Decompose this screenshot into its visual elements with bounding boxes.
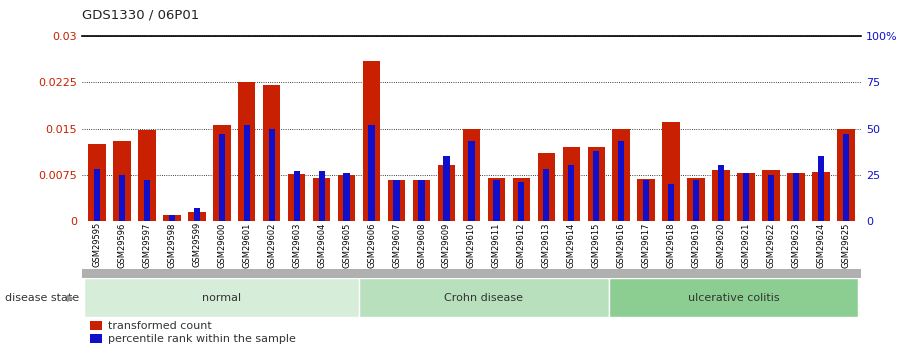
- Bar: [263, 86, 281, 221]
- Bar: [537, 153, 555, 221]
- Bar: [188, 212, 206, 221]
- Bar: [418, 180, 425, 221]
- Bar: [787, 173, 804, 221]
- Bar: [837, 128, 855, 221]
- Bar: [444, 156, 450, 221]
- Bar: [163, 215, 180, 221]
- Text: Crohn disease: Crohn disease: [445, 293, 524, 303]
- Bar: [343, 173, 350, 221]
- Bar: [413, 180, 430, 221]
- Bar: [85, 278, 359, 317]
- Bar: [194, 208, 200, 221]
- Bar: [319, 171, 325, 221]
- Bar: [768, 175, 774, 221]
- Bar: [243, 125, 250, 221]
- Bar: [793, 173, 799, 221]
- Bar: [818, 156, 824, 221]
- Bar: [668, 184, 674, 221]
- Bar: [88, 144, 106, 221]
- Bar: [438, 166, 456, 221]
- Bar: [118, 175, 125, 221]
- Bar: [388, 180, 405, 221]
- Bar: [813, 171, 830, 221]
- Bar: [493, 180, 499, 221]
- Bar: [563, 147, 580, 221]
- Bar: [363, 61, 380, 221]
- Bar: [643, 180, 650, 221]
- Text: percentile rank within the sample: percentile rank within the sample: [108, 334, 296, 344]
- Text: normal: normal: [202, 293, 241, 303]
- Bar: [737, 173, 755, 221]
- Bar: [543, 169, 549, 221]
- Bar: [513, 178, 530, 221]
- Bar: [368, 125, 374, 221]
- Bar: [113, 141, 130, 221]
- Bar: [338, 175, 355, 221]
- Bar: [518, 182, 525, 221]
- Bar: [90, 334, 102, 343]
- Bar: [238, 82, 255, 221]
- Bar: [359, 278, 609, 317]
- Bar: [712, 170, 730, 221]
- Bar: [843, 134, 849, 221]
- Bar: [169, 215, 175, 221]
- Bar: [662, 122, 680, 221]
- Bar: [693, 180, 700, 221]
- Bar: [609, 278, 858, 317]
- Text: GDS1330 / 06P01: GDS1330 / 06P01: [82, 9, 200, 22]
- Bar: [138, 130, 156, 221]
- Text: transformed count: transformed count: [108, 321, 212, 331]
- Bar: [487, 178, 505, 221]
- Bar: [638, 179, 655, 221]
- Bar: [293, 171, 300, 221]
- Bar: [144, 180, 150, 221]
- Bar: [468, 141, 475, 221]
- Bar: [269, 128, 275, 221]
- Bar: [213, 126, 230, 221]
- Bar: [763, 170, 780, 221]
- Bar: [718, 166, 724, 221]
- Text: ▶: ▶: [67, 293, 74, 303]
- Bar: [593, 151, 599, 221]
- Text: ulcerative colitis: ulcerative colitis: [688, 293, 780, 303]
- Text: disease state: disease state: [5, 293, 78, 303]
- Bar: [618, 141, 624, 221]
- Bar: [688, 178, 705, 221]
- Bar: [463, 128, 480, 221]
- Bar: [394, 180, 400, 221]
- Bar: [219, 134, 225, 221]
- Bar: [568, 166, 575, 221]
- Bar: [94, 169, 100, 221]
- Bar: [288, 174, 305, 221]
- Bar: [588, 147, 605, 221]
- Bar: [743, 173, 749, 221]
- Bar: [312, 178, 331, 221]
- Bar: [612, 128, 630, 221]
- Bar: [90, 321, 102, 330]
